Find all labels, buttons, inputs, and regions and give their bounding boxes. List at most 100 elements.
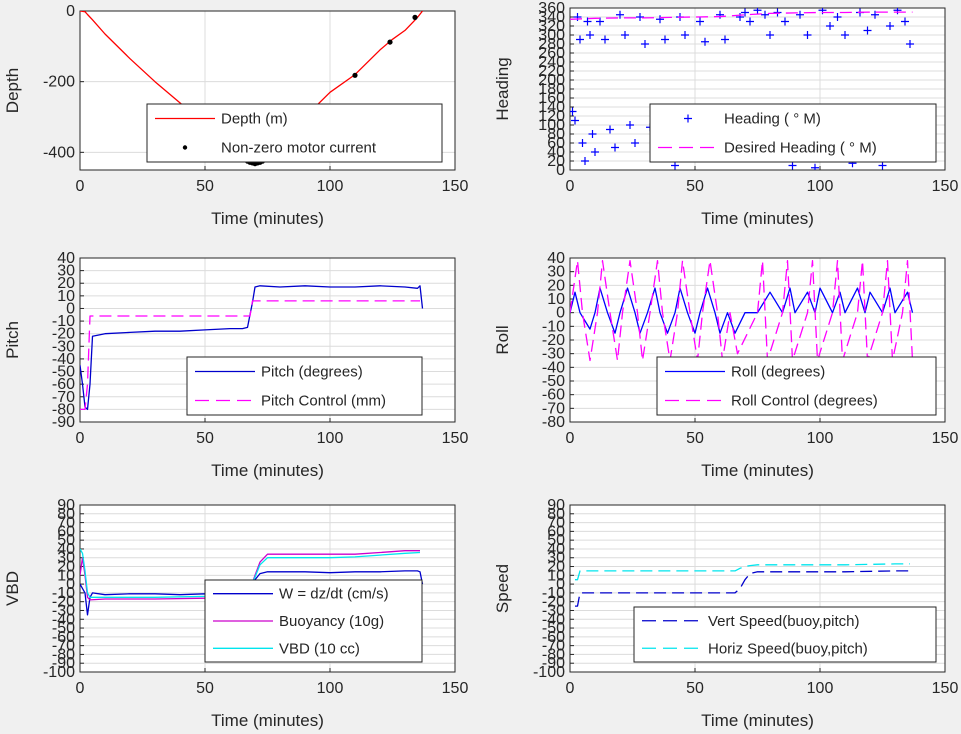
data-point [591, 148, 599, 156]
y-tick-label: -60 [52, 629, 75, 646]
x-tick-label: 50 [686, 430, 704, 447]
y-tick-label: -30 [52, 602, 75, 619]
y-tick-label: -70 [52, 638, 75, 655]
y-tick-label: -30 [542, 602, 565, 619]
data-point [636, 13, 644, 21]
y-tick-label: 10 [547, 567, 565, 584]
x-tick-label: 100 [317, 680, 344, 697]
x-tick-label: 0 [566, 680, 575, 697]
data-point [387, 39, 393, 45]
y-tick-label: -10 [542, 585, 565, 602]
legend: Roll (degrees) Roll Control (degrees) [656, 356, 937, 416]
chart-panel-4: 0 50 100 150-100-90-80-70-60-50-40-30-20-10… [3, 497, 468, 730]
y-tick-label: 20 [547, 153, 565, 170]
y-tick-label: 260 [538, 45, 565, 62]
y-tick-label: 20 [57, 275, 75, 292]
x-axis-label: Time (minutes) [701, 209, 814, 228]
legend: Pitch (degrees) Pitch Control (mm) [186, 356, 423, 416]
y-tick-label: -90 [542, 655, 565, 672]
x-axis-label: Time (minutes) [211, 711, 324, 730]
y-tick-label: 60 [57, 523, 75, 540]
y-tick-label: -100 [533, 664, 565, 681]
series-layer [80, 285, 424, 411]
y-axis-label: Roll [493, 325, 512, 354]
y-tick-label: -200 [43, 74, 75, 91]
y-tick-label: -10 [542, 318, 565, 335]
y-tick-label: 0 [66, 3, 75, 20]
legend-entry-label: Horiz Speed(buoy,pitch) [708, 640, 868, 657]
series-line [80, 285, 424, 411]
x-tick-label: 50 [196, 430, 214, 447]
data-point [878, 161, 887, 170]
y-tick-label: 360 [538, 0, 565, 17]
x-tick-label: 150 [932, 680, 959, 697]
legend-entry-label: Pitch Control (mm) [261, 393, 386, 410]
data-point [766, 31, 774, 39]
y-tick-label: -80 [542, 646, 565, 663]
y-tick-label: -30 [542, 346, 565, 363]
y-tick-label: -100 [43, 664, 75, 681]
y-tick-label: 60 [547, 135, 565, 152]
legend-box [656, 356, 937, 416]
y-tick-label: 10 [57, 567, 75, 584]
y-tick-label: 80 [547, 126, 565, 143]
x-tick-label: 0 [76, 178, 85, 195]
legend: W = dz/dt (cm/s) Buoyancy (10g) VBD (10 cc… [204, 579, 423, 663]
y-tick-label: -40 [542, 611, 565, 628]
data-point [841, 31, 849, 39]
y-tick-label: 50 [57, 532, 75, 549]
data-point [661, 35, 669, 44]
y-tick-label: -70 [52, 389, 75, 406]
chart-panel-2: 0 50 100 150-90-80-70-60-50-40-30-20-100102… [3, 250, 468, 480]
x-tick-label: 150 [932, 430, 959, 447]
plot-border [79, 504, 456, 673]
y-tick-label: 70 [57, 515, 75, 532]
data-point [681, 31, 689, 39]
y-tick-label: 120 [538, 108, 565, 125]
legend-entry-label: Roll (degrees) [731, 364, 825, 381]
x-tick-label: 100 [317, 430, 344, 447]
y-tick-label: 80 [57, 506, 75, 523]
data-point [573, 13, 582, 21]
legend-swatch [684, 114, 692, 123]
data-point [906, 40, 914, 48]
legend-entry-label: Buoyancy (10g) [279, 613, 384, 630]
y-tick-label: 280 [538, 36, 565, 53]
y-tick-label: 0 [66, 300, 75, 317]
data-point [631, 139, 639, 147]
y-tick-label: 30 [547, 550, 565, 567]
data-point [773, 8, 782, 17]
chart-panel-3: 0 50 100 150-80-70-60-50-40-30-20-100102030… [493, 250, 958, 480]
data-point [901, 17, 909, 26]
y-tick-label: -70 [542, 400, 565, 417]
data-point [736, 13, 744, 21]
y-tick-label: -70 [542, 638, 565, 655]
data-point [586, 31, 594, 39]
data-point [581, 157, 589, 165]
legend-swatch [182, 145, 188, 150]
y-tick-label: -60 [542, 387, 565, 404]
y-tick-label: 160 [538, 90, 565, 107]
plot-border [569, 504, 946, 673]
data-point [721, 35, 729, 44]
data-point [811, 163, 819, 170]
data-point [583, 17, 592, 26]
legend-entry-label: VBD (10 cc) [279, 640, 360, 657]
data-point [352, 72, 358, 78]
data-point [611, 143, 619, 152]
data-point [886, 22, 894, 30]
data-point [863, 26, 872, 35]
y-tick-label: -20 [542, 332, 565, 349]
x-tick-label: 0 [566, 178, 575, 195]
x-axis-label: Time (minutes) [211, 209, 324, 228]
data-point [781, 17, 789, 26]
x-tick-label: 50 [196, 178, 214, 195]
y-tick-label: -40 [542, 359, 565, 376]
y-tick-label: 300 [538, 27, 565, 44]
y-tick-label: 0 [556, 162, 565, 179]
data-point [641, 40, 649, 48]
series-line [80, 300, 420, 411]
y-tick-label: -20 [542, 594, 565, 611]
legend-entry-label: Non-zero motor current [221, 140, 377, 157]
